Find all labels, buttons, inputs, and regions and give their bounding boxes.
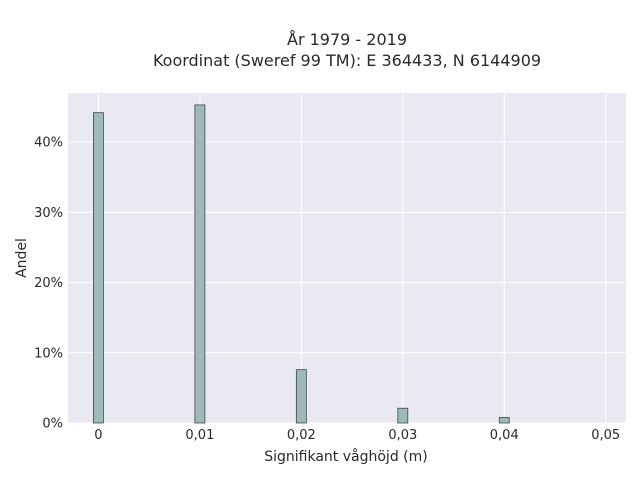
bars (93, 104, 510, 424)
chart-title: År 1979 - 2019 (287, 30, 407, 49)
bar (397, 407, 409, 424)
x-tick-label: 0 (94, 428, 102, 443)
bar (295, 369, 307, 424)
y-tick-label: 10% (34, 346, 63, 361)
y-tick-labels: 0% 10% 20% 30% 40% (34, 136, 63, 432)
x-tick-label: 0,05 (591, 428, 620, 443)
chart-subtitle: Koordinat (Sweref 99 TM): E 364433, N 61… (153, 51, 541, 70)
bar (498, 416, 510, 424)
y-tick-label: 0% (42, 417, 63, 432)
x-tick-label: 0,04 (490, 428, 519, 443)
y-axis-label: Andel (14, 238, 30, 278)
y-tick-label: 30% (34, 206, 63, 221)
bar (194, 104, 206, 424)
x-tick-label: 0,02 (287, 428, 316, 443)
bar (93, 112, 104, 424)
y-tick-label: 40% (34, 136, 63, 151)
x-axis-label: Signifikant våghöjd (m) (264, 448, 427, 465)
x-tick-label: 0,01 (185, 428, 214, 443)
x-tick-labels: 0 0,01 0,02 0,03 0,04 0,05 (94, 428, 620, 443)
plot-area (68, 93, 626, 423)
grid-lines (68, 93, 626, 424)
y-tick-label: 20% (34, 276, 63, 291)
x-tick-label: 0,03 (388, 428, 417, 443)
